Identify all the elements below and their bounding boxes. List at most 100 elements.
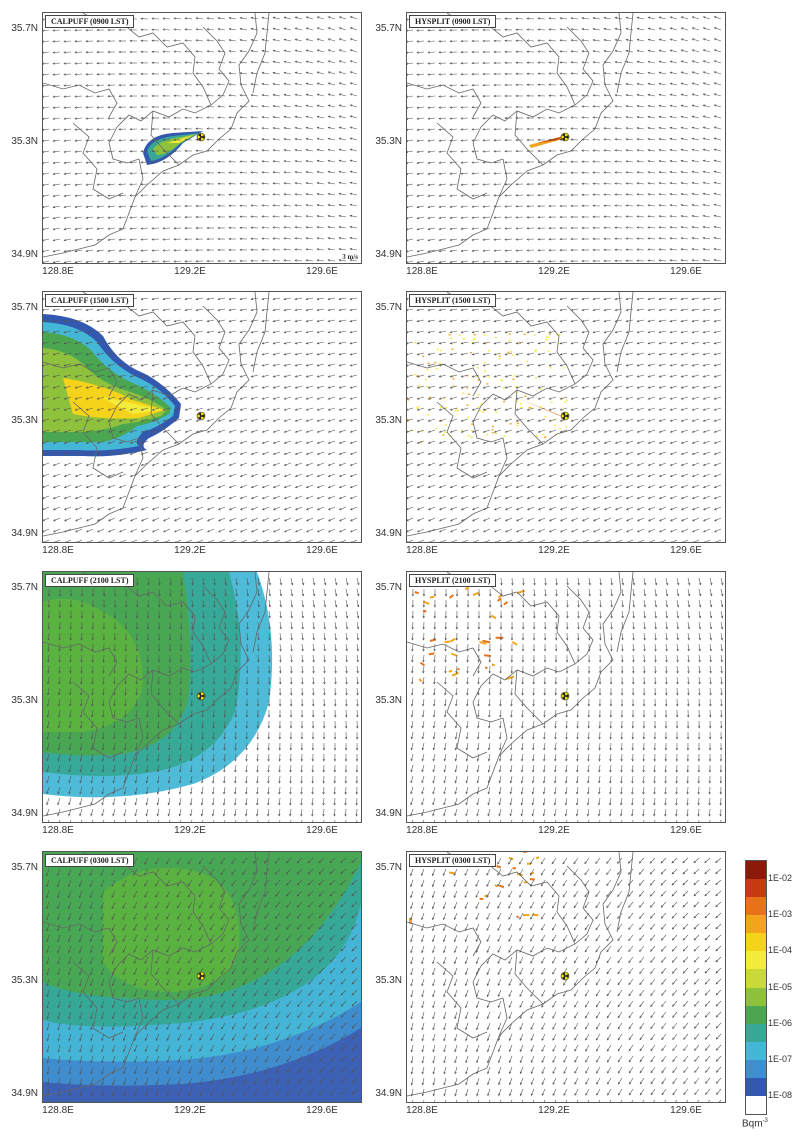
colorbar-swatch bbox=[746, 933, 766, 952]
map-canvas bbox=[407, 13, 722, 263]
longitude-tick-label: 129.6E bbox=[670, 1105, 702, 1116]
map-canvas bbox=[43, 572, 360, 822]
colorbar-swatch bbox=[746, 1041, 766, 1061]
wind-vectors bbox=[407, 297, 722, 542]
latitude-tick-label: 34.9N bbox=[375, 249, 402, 260]
colorbar-swatch bbox=[746, 1023, 766, 1043]
latitude-tick-label: 34.9N bbox=[375, 808, 402, 819]
colorbar-swatch bbox=[746, 915, 766, 934]
longitude-tick-label: 128.8E bbox=[42, 545, 74, 556]
latitude-tick-label: 35.3N bbox=[375, 695, 402, 706]
panel-title: CALPUFF (1500 LST) bbox=[45, 294, 135, 307]
panel-title: HYSPLIT (2100 LST) bbox=[409, 574, 497, 587]
colorbar-swatch bbox=[746, 1059, 766, 1079]
latitude-tick-label: 34.9N bbox=[11, 249, 38, 260]
map-canvas bbox=[407, 292, 722, 542]
latitude-tick-label: 35.3N bbox=[11, 695, 38, 706]
latitude-tick-label: 34.9N bbox=[375, 1088, 402, 1099]
colorbar-unit: Bqm-3 bbox=[742, 1118, 768, 1130]
concentration-field bbox=[43, 572, 273, 798]
latitude-tick-label: 34.9N bbox=[11, 1088, 38, 1099]
latitude-tick-label: 34.9N bbox=[375, 528, 402, 539]
nuclear-plant-marker bbox=[196, 411, 206, 421]
latitude-tick-label: 34.9N bbox=[11, 528, 38, 539]
colorbar-label: 1E-05 bbox=[768, 981, 793, 992]
longitude-tick-label: 128.8E bbox=[406, 825, 438, 836]
coastline-boundaries bbox=[407, 292, 634, 537]
map-frame: CALPUFF (0900 LST) 3 m/s bbox=[42, 12, 362, 264]
nuclear-plant-marker bbox=[196, 132, 206, 142]
coastline-boundaries bbox=[43, 292, 270, 537]
colorbar-swatch bbox=[746, 897, 766, 916]
nuclear-plant-marker bbox=[560, 132, 570, 142]
particle-concentration bbox=[529, 135, 567, 148]
map-frame: HYSPLIT (0300 LST) bbox=[406, 851, 726, 1103]
nuclear-plant-marker bbox=[196, 691, 206, 701]
longitude-tick-label: 129.2E bbox=[538, 266, 570, 277]
colorbar-swatch bbox=[746, 987, 766, 1007]
panel-title: CALPUFF (0900 LST) bbox=[45, 15, 135, 28]
coastline-boundaries bbox=[407, 852, 634, 1097]
colorbar-swatch bbox=[746, 1095, 766, 1115]
longitude-tick-label: 129.6E bbox=[670, 825, 702, 836]
map-frame: HYSPLIT (1500 LST) bbox=[406, 291, 726, 543]
latitude-tick-label: 35.7N bbox=[375, 23, 402, 34]
latitude-tick-label: 35.7N bbox=[11, 302, 38, 313]
colorbar-label: 1E-06 bbox=[768, 1017, 793, 1028]
particle-concentration bbox=[414, 586, 526, 683]
latitude-tick-label: 35.3N bbox=[11, 975, 38, 986]
particle-concentration bbox=[407, 333, 568, 443]
wind-vectors bbox=[43, 16, 358, 263]
nuclear-plant-marker bbox=[560, 411, 570, 421]
longitude-tick-label: 129.2E bbox=[174, 825, 206, 836]
panel-title: HYSPLIT (1500 LST) bbox=[409, 294, 497, 307]
colorbar-label: 1E-08 bbox=[768, 1089, 793, 1100]
colorbar-swatch bbox=[746, 879, 766, 898]
wind-vectors bbox=[46, 857, 358, 1102]
colorbar bbox=[745, 860, 767, 1115]
latitude-tick-label: 35.7N bbox=[11, 582, 38, 593]
map-frame: CALPUFF (0300 LST) bbox=[42, 851, 362, 1103]
map-canvas bbox=[407, 852, 722, 1102]
coastline-boundaries bbox=[43, 852, 270, 1097]
longitude-tick-label: 129.6E bbox=[306, 545, 338, 556]
coastline-boundaries bbox=[43, 13, 270, 258]
colorbar-label: 1E-04 bbox=[768, 945, 793, 956]
colorbar-swatch bbox=[746, 969, 766, 988]
map-canvas bbox=[407, 572, 724, 822]
longitude-tick-label: 129.2E bbox=[538, 825, 570, 836]
colorbar-swatch bbox=[746, 1077, 766, 1097]
wind-vectors bbox=[407, 16, 722, 263]
latitude-tick-label: 35.7N bbox=[11, 862, 38, 873]
panel-title: HYSPLIT (0300 LST) bbox=[409, 854, 497, 867]
wind-vectors bbox=[46, 577, 360, 822]
map-canvas bbox=[43, 852, 361, 1102]
colorbar-label: 1E-02 bbox=[768, 873, 793, 884]
panel-title: HYSPLIT (0900 LST) bbox=[409, 15, 497, 28]
map-frame: HYSPLIT (2100 LST) bbox=[406, 571, 726, 823]
latitude-tick-label: 35.3N bbox=[11, 415, 38, 426]
panel-title: CALPUFF (2100 LST) bbox=[45, 574, 135, 587]
wind-vectors bbox=[410, 857, 722, 1102]
longitude-tick-label: 129.2E bbox=[174, 545, 206, 556]
panel-title: CALPUFF (0300 LST) bbox=[45, 854, 135, 867]
longitude-tick-label: 129.6E bbox=[670, 266, 702, 277]
colorbar-swatch bbox=[746, 951, 766, 970]
latitude-tick-label: 35.7N bbox=[11, 23, 38, 34]
longitude-tick-label: 128.8E bbox=[42, 266, 74, 277]
coastline-boundaries bbox=[407, 13, 634, 258]
latitude-tick-label: 35.7N bbox=[375, 302, 402, 313]
latitude-tick-label: 35.3N bbox=[11, 136, 38, 147]
longitude-tick-label: 129.2E bbox=[538, 545, 570, 556]
longitude-tick-label: 128.8E bbox=[406, 1105, 438, 1116]
longitude-tick-label: 128.8E bbox=[42, 1105, 74, 1116]
map-frame: CALPUFF (1500 LST) bbox=[42, 291, 362, 543]
coastline-boundaries bbox=[43, 572, 270, 817]
colorbar-label: 1E-07 bbox=[768, 1053, 793, 1064]
longitude-tick-label: 129.2E bbox=[174, 1105, 206, 1116]
latitude-tick-label: 35.3N bbox=[375, 415, 402, 426]
nuclear-plant-marker bbox=[196, 971, 206, 981]
nuclear-plant-marker bbox=[560, 691, 570, 701]
wind-vectors bbox=[43, 297, 358, 542]
latitude-tick-label: 35.3N bbox=[375, 136, 402, 147]
